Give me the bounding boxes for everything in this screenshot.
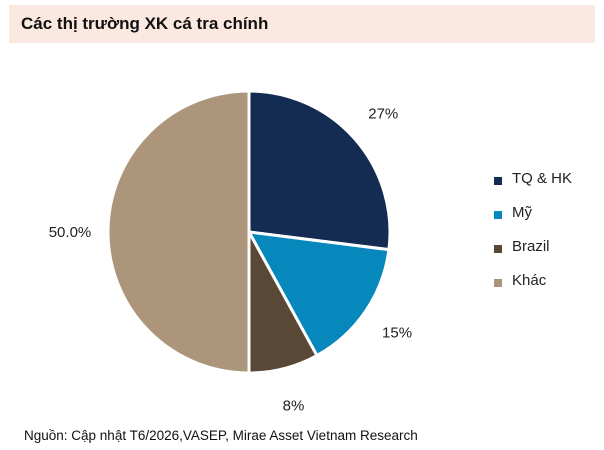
legend-swatch-1 [494,211,502,219]
slice-value-label-2: 8% [283,397,305,414]
slice-value-label-1: 15% [382,325,412,342]
legend-swatch-2 [494,245,502,253]
slice-value-label-0: 27% [368,106,398,123]
legend-label-1: Mỹ [512,204,532,221]
source-note: Nguồn: Cập nhật T6/2026,VASEP, Mirae Ass… [24,428,418,443]
legend-swatch-0 [494,177,502,185]
pie-slice-3 [106,89,251,375]
legend-label-0: TQ & HK [512,170,573,187]
legend-swatch-3 [494,279,502,287]
title-bar: Các thị trường XK cá tra chính [9,5,595,43]
slice-value-label-3: 50.0% [49,224,92,241]
chart-title: Các thị trường XK cá tra chính [21,14,269,33]
pie-slice-0 [247,89,392,252]
pie-slice-1 [247,230,391,358]
legend-label-3: Khác [512,272,547,289]
legend-label-2: Brazil [512,238,550,255]
